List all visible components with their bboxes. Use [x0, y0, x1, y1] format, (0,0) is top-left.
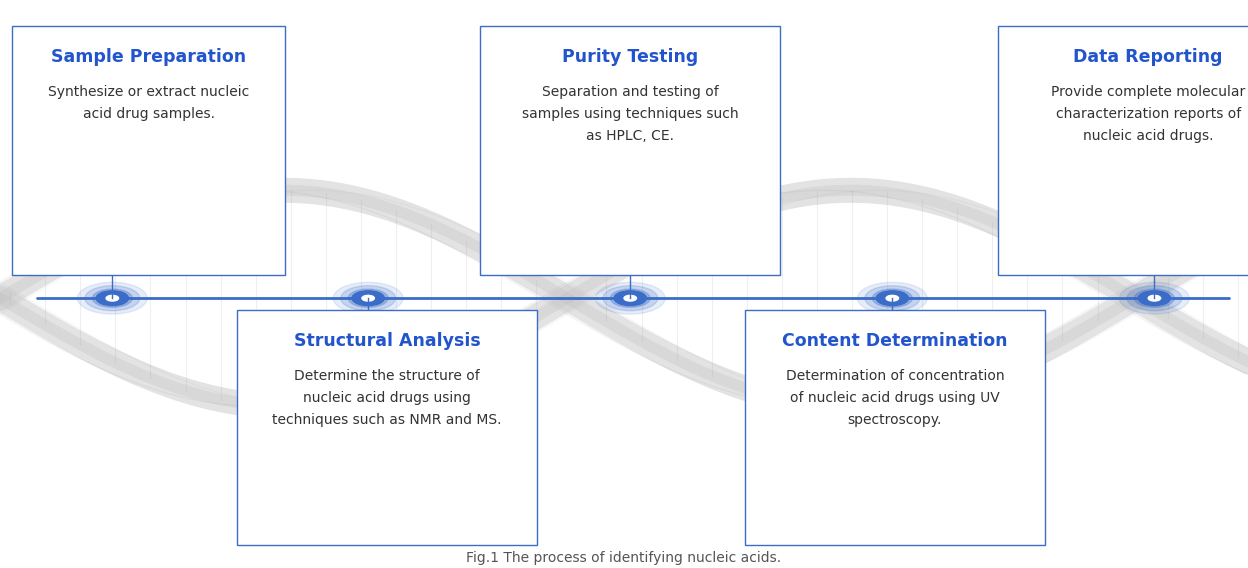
- Ellipse shape: [352, 291, 384, 306]
- FancyBboxPatch shape: [998, 26, 1248, 275]
- Ellipse shape: [77, 282, 147, 314]
- Ellipse shape: [1134, 289, 1174, 307]
- Text: Provide complete molecular
characterization reports of
nucleic acid drugs.: Provide complete molecular characterizat…: [1051, 85, 1246, 143]
- Ellipse shape: [92, 289, 132, 307]
- FancyBboxPatch shape: [745, 310, 1045, 545]
- Ellipse shape: [886, 295, 899, 301]
- Text: Sample Preparation: Sample Preparation: [51, 48, 246, 66]
- Ellipse shape: [1138, 291, 1171, 306]
- Ellipse shape: [348, 289, 388, 307]
- FancyBboxPatch shape: [12, 26, 285, 275]
- Text: Structural Analysis: Structural Analysis: [293, 332, 480, 350]
- FancyBboxPatch shape: [237, 310, 537, 545]
- Ellipse shape: [1119, 282, 1189, 314]
- Ellipse shape: [595, 282, 665, 314]
- Ellipse shape: [333, 282, 403, 314]
- Text: Separation and testing of
samples using techniques such
as HPLC, CE.: Separation and testing of samples using …: [522, 85, 739, 143]
- Text: Purity Testing: Purity Testing: [562, 48, 699, 66]
- Ellipse shape: [106, 295, 119, 301]
- Ellipse shape: [603, 286, 658, 311]
- Text: Determine the structure of
nucleic acid drugs using
techniques such as NMR and M: Determine the structure of nucleic acid …: [272, 369, 502, 427]
- Ellipse shape: [865, 286, 920, 311]
- Ellipse shape: [96, 291, 129, 306]
- Text: Content Determination: Content Determination: [782, 332, 1007, 350]
- Ellipse shape: [876, 291, 909, 306]
- Ellipse shape: [85, 286, 140, 311]
- Ellipse shape: [624, 295, 636, 301]
- Text: Synthesize or extract nucleic
acid drug samples.: Synthesize or extract nucleic acid drug …: [47, 85, 250, 121]
- Text: Data Reporting: Data Reporting: [1073, 48, 1223, 66]
- Text: Determination of concentration
of nucleic acid drugs using UV
spectroscopy.: Determination of concentration of nuclei…: [785, 369, 1005, 427]
- Text: Fig.1 The process of identifying nucleic acids.: Fig.1 The process of identifying nucleic…: [467, 551, 781, 565]
- Ellipse shape: [872, 289, 912, 307]
- Ellipse shape: [857, 282, 927, 314]
- Ellipse shape: [1148, 295, 1161, 301]
- Ellipse shape: [362, 295, 374, 301]
- Ellipse shape: [1127, 286, 1182, 311]
- FancyBboxPatch shape: [480, 26, 780, 275]
- Ellipse shape: [610, 289, 650, 307]
- Ellipse shape: [341, 286, 396, 311]
- Ellipse shape: [614, 291, 646, 306]
